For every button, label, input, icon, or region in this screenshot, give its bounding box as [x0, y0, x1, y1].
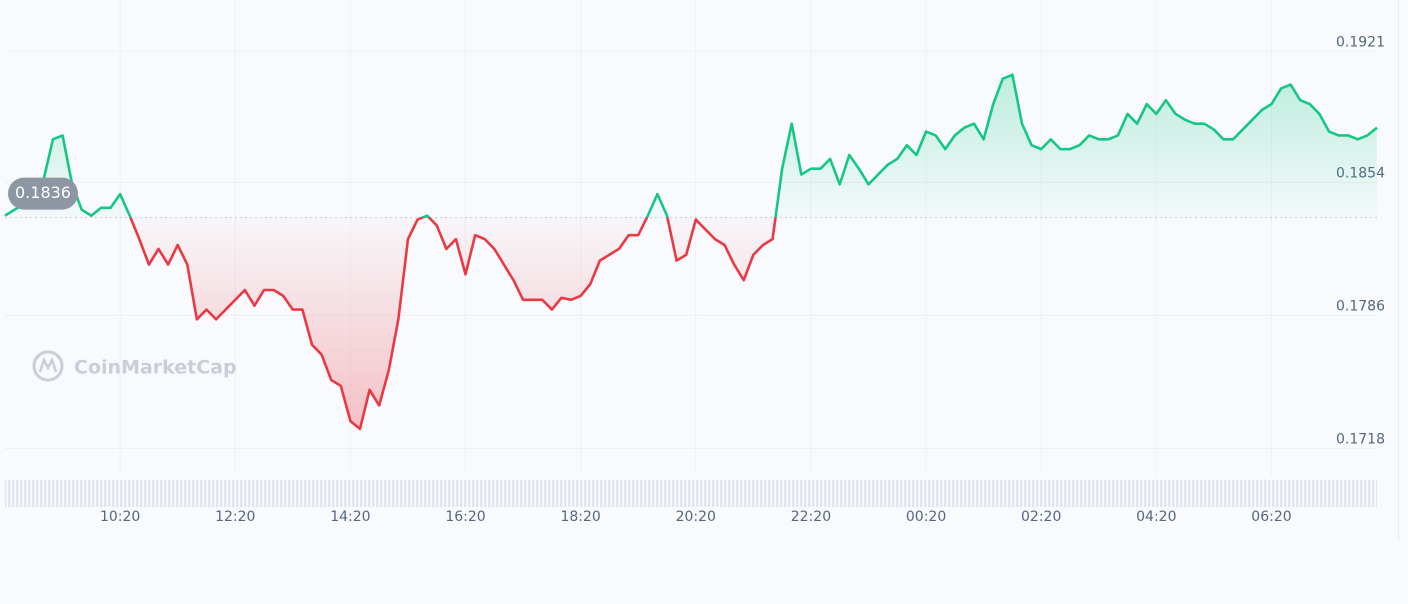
watermark: CoinMarketCap — [32, 350, 237, 382]
x-tick-label: 04:20 — [1136, 509, 1176, 525]
x-tick-label: 06:20 — [1251, 509, 1291, 525]
watermark-logo — [32, 350, 64, 382]
x-tick-label: 12:20 — [215, 509, 255, 525]
watermark-text: CoinMarketCap — [74, 357, 237, 379]
area-fill — [5, 74, 1377, 429]
y-tick-label: 0.1921 — [1336, 34, 1385, 50]
baseline-label-bg — [8, 177, 78, 210]
x-tick-label: 20:20 — [676, 509, 716, 525]
plot: 0.1836 — [4, 73, 1378, 431]
baseline-label: 0.1836 — [15, 183, 71, 202]
x-tick-label: 18:20 — [560, 509, 600, 525]
x-tick-label: 10:20 — [100, 509, 140, 525]
watermark-logo-mark — [38, 356, 58, 373]
x-tick-label: 00:20 — [906, 509, 946, 525]
y-tick-label: 0.1786 — [1336, 298, 1385, 314]
volume-strip — [5, 480, 1377, 507]
x-tick-label: 02:20 — [1021, 509, 1061, 525]
y-tick-label: 0.1718 — [1336, 431, 1385, 447]
x-tick-label: 14:20 — [330, 509, 370, 525]
panel-edge — [1398, 0, 1399, 540]
x-tick-label: 16:20 — [445, 509, 485, 525]
x-tick-label: 22:20 — [791, 509, 831, 525]
grid: 0.19210.18540.17860.171810:2012:2014:201… — [5, 0, 1385, 525]
price-line — [4, 73, 1378, 431]
